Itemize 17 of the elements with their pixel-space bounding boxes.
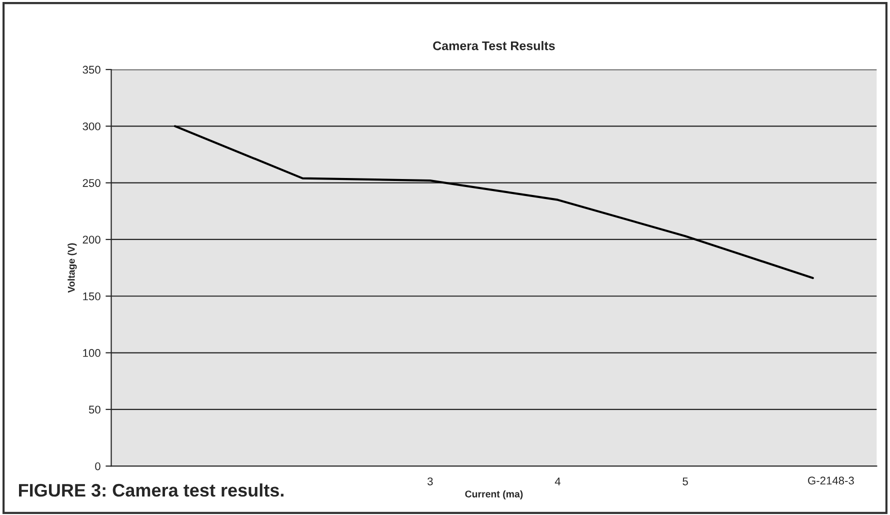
y-tick-label: 50 <box>88 406 100 414</box>
x-tick-label: 3 <box>428 477 433 486</box>
y-tick-label: 150 <box>83 292 100 300</box>
y-tick-label: 350 <box>82 66 100 74</box>
y-axis-title: Voltage (V) <box>68 243 77 293</box>
y-tick-label: 0 <box>95 462 100 470</box>
y-tick-label: 250 <box>82 179 100 187</box>
text: G-2148-3 <box>808 476 854 485</box>
y-tick-label: 300 <box>82 122 100 130</box>
caption: FIGURE 3: Camera test results. <box>19 483 284 497</box>
y-tick-label: 100 <box>83 349 100 357</box>
line-series <box>174 125 814 280</box>
x-axis-title: Current (ma) <box>465 490 523 500</box>
x-tick-label: 4 <box>554 478 560 486</box>
x-tick-label: 5 <box>682 478 688 486</box>
chart-title: Camera Test Results <box>433 41 555 50</box>
y-tick-label: 200 <box>82 236 100 244</box>
